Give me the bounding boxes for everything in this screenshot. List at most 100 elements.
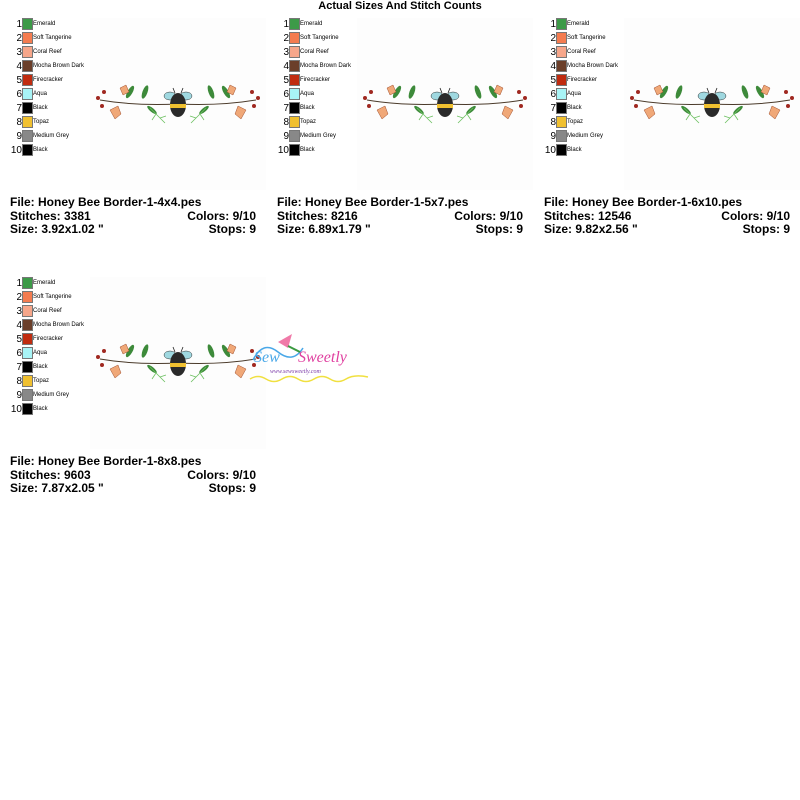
color-name: Black — [33, 147, 48, 153]
design-info: File: Honey Bee Border-1-5x7.pes Stitche… — [277, 195, 523, 237]
color-swatch — [289, 88, 300, 100]
color-number: 3 — [16, 47, 22, 58]
color-list-item: 7 Black — [277, 102, 367, 116]
color-name: Firecracker — [567, 77, 598, 83]
design-info: File: Honey Bee Border-1-8x8.pes Stitche… — [10, 454, 256, 496]
color-name: Soft Tangerine — [567, 35, 606, 41]
color-name: Emerald — [567, 21, 590, 27]
color-swatch — [22, 347, 33, 359]
file-name: File: Honey Bee Border-1-5x7.pes — [277, 195, 469, 209]
color-name: Mocha Brown Dark — [300, 63, 352, 69]
color-name: Mocha Brown Dark — [33, 322, 85, 328]
design-size: Size: 9.82x2.56 " — [544, 222, 638, 236]
color-number: 1 — [16, 278, 22, 289]
color-name: Black — [567, 105, 582, 111]
color-number: 7 — [16, 362, 22, 373]
color-list-item: 6 Aqua — [10, 88, 100, 102]
color-name: Firecracker — [33, 77, 64, 83]
color-name: Mocha Brown Dark — [33, 63, 85, 69]
color-name: Emerald — [33, 21, 56, 27]
color-number: 6 — [16, 89, 22, 100]
color-name: Soft Tangerine — [33, 35, 72, 41]
color-number: 7 — [283, 103, 289, 114]
design-preview — [624, 18, 800, 190]
design-info: File: Honey Bee Border-1-4x4.pes Stitche… — [10, 195, 256, 237]
color-swatch — [556, 18, 567, 30]
color-swatch — [556, 60, 567, 72]
color-name: Aqua — [33, 350, 48, 356]
color-number: 10 — [10, 404, 22, 415]
file-name: File: Honey Bee Border-1-6x10.pes — [544, 195, 743, 209]
design-panel: 1 Emerald 2 Soft Tangerine 3 Coral Reef … — [10, 277, 266, 512]
color-count: Colors: 9/10 — [454, 208, 523, 223]
color-list-item: 10 Black — [10, 144, 100, 158]
file-name: File: Honey Bee Border-1-4x4.pes — [10, 195, 202, 209]
color-number: 3 — [16, 306, 22, 317]
color-name: Coral Reef — [33, 49, 62, 55]
color-swatch — [556, 144, 567, 156]
color-list-item: 10 Black — [544, 144, 634, 158]
color-list-item: 2 Soft Tangerine — [10, 32, 100, 46]
color-number: 2 — [550, 33, 556, 44]
color-swatch — [22, 389, 33, 401]
color-swatch — [22, 130, 33, 142]
stop-count: Stops: 9 — [208, 481, 256, 495]
color-list-item: 4 Mocha Brown Dark — [10, 319, 100, 333]
color-list-item: 5 Firecracker — [277, 74, 367, 88]
color-number: 8 — [16, 376, 22, 387]
color-list-item: 5 Firecracker — [544, 74, 634, 88]
design-preview — [357, 18, 533, 190]
color-number: 8 — [550, 117, 556, 128]
color-swatch — [289, 18, 300, 30]
color-number: 10 — [10, 145, 22, 156]
color-name: Black — [300, 105, 315, 111]
color-number: 7 — [550, 103, 556, 114]
color-number: 4 — [283, 61, 289, 72]
color-list-item: 8 Topaz — [277, 116, 367, 130]
color-name: Emerald — [300, 21, 323, 27]
color-list-item: 1 Emerald — [277, 18, 367, 32]
color-list-item: 4 Mocha Brown Dark — [544, 60, 634, 74]
color-number: 8 — [283, 117, 289, 128]
svg-text:www.sewsweetly.com: www.sewsweetly.com — [270, 369, 322, 375]
color-name: Firecracker — [300, 77, 331, 83]
sew-sweetly-logo: Sew Sweetly www.sewsweetly.com — [248, 330, 373, 385]
vine-left — [99, 99, 179, 105]
design-panel: 1 Emerald 2 Soft Tangerine 3 Coral Reef … — [544, 18, 800, 253]
color-list-item: 9 Medium Grey — [10, 130, 100, 144]
color-number: 9 — [16, 131, 22, 142]
color-name: Emerald — [33, 280, 56, 286]
color-swatch — [556, 74, 567, 86]
color-name: Topaz — [567, 119, 584, 125]
color-swatch — [22, 46, 33, 58]
color-number: 5 — [550, 75, 556, 86]
color-list-item: 9 Medium Grey — [544, 130, 634, 144]
color-swatch — [22, 18, 33, 30]
color-swatch — [289, 130, 300, 142]
color-swatch — [289, 60, 300, 72]
vine-left — [633, 99, 713, 105]
color-list-item: 1 Emerald — [10, 277, 100, 291]
color-name: Medium Grey — [567, 133, 604, 139]
color-name: Medium Grey — [33, 133, 70, 139]
design-preview — [90, 18, 266, 190]
color-number: 4 — [16, 320, 22, 331]
color-number: 3 — [550, 47, 556, 58]
color-swatch — [22, 319, 33, 331]
color-number: 5 — [283, 75, 289, 86]
color-list-item: 2 Soft Tangerine — [10, 291, 100, 305]
stop-count: Stops: 9 — [742, 222, 790, 236]
color-list-item: 2 Soft Tangerine — [544, 32, 634, 46]
svg-text:Sweetly: Sweetly — [298, 349, 348, 366]
color-list-item: 10 Black — [10, 403, 100, 417]
color-swatch — [556, 32, 567, 44]
color-number: 9 — [283, 131, 289, 142]
color-number: 1 — [550, 19, 556, 30]
vine-left — [99, 358, 179, 364]
color-name: Firecracker — [33, 336, 64, 342]
color-name: Aqua — [567, 91, 582, 97]
color-number: 2 — [283, 33, 289, 44]
color-number: 8 — [16, 117, 22, 128]
design-size: Size: 6.89x1.79 " — [277, 222, 371, 236]
color-swatch — [22, 102, 33, 114]
